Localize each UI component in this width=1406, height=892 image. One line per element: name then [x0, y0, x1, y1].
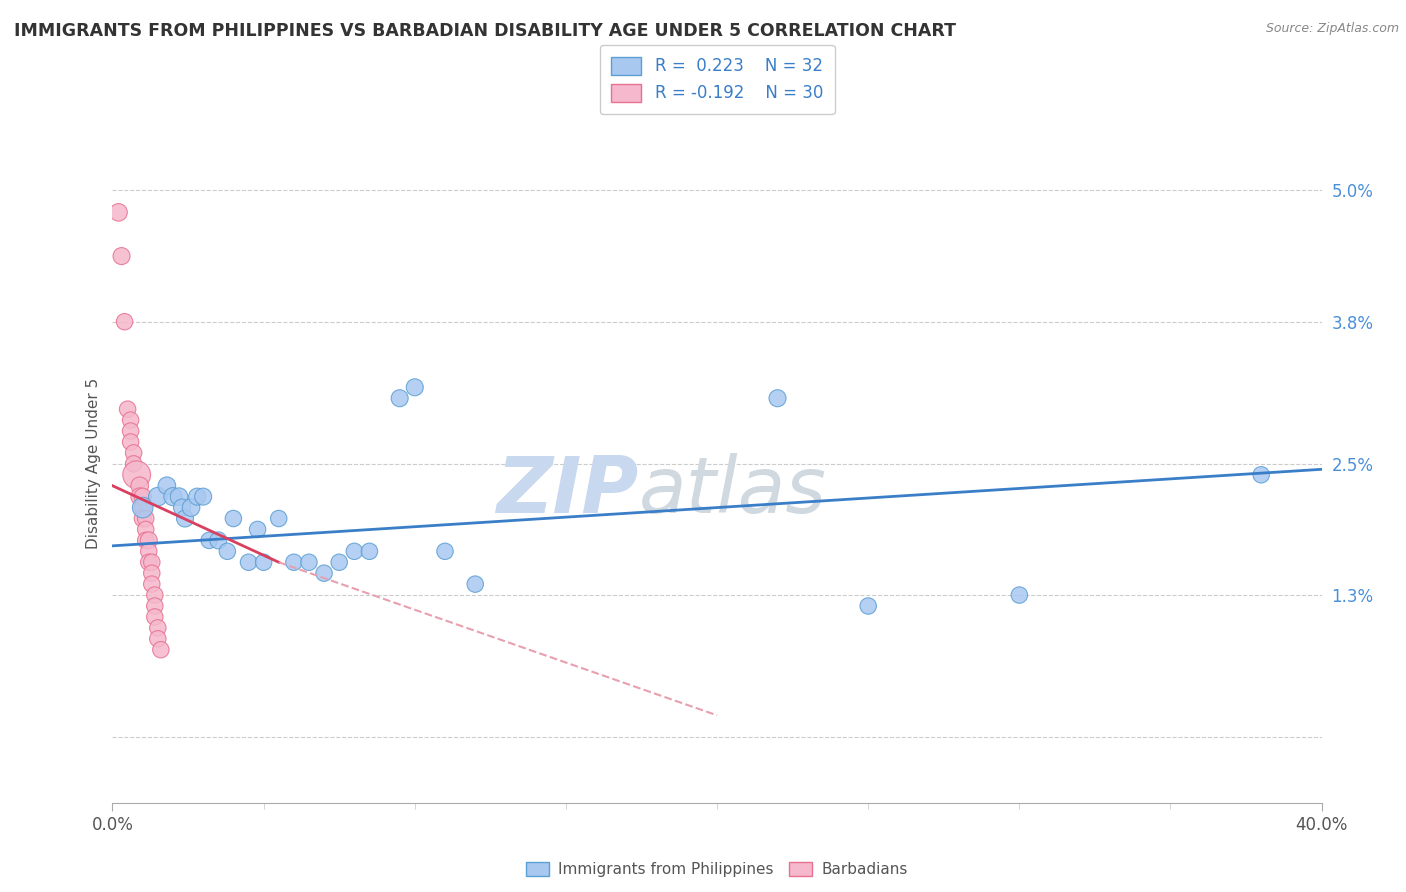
Point — [238, 555, 260, 569]
Point — [138, 544, 160, 558]
Point — [149, 642, 172, 657]
Point — [253, 555, 276, 569]
Point — [122, 457, 145, 471]
Point — [110, 249, 132, 263]
Point — [207, 533, 229, 548]
Point — [246, 523, 269, 537]
Point — [766, 391, 789, 405]
Point — [217, 544, 239, 558]
Point — [135, 523, 157, 537]
Point — [146, 490, 169, 504]
Point — [135, 511, 157, 525]
Text: Source: ZipAtlas.com: Source: ZipAtlas.com — [1265, 22, 1399, 36]
Point — [120, 434, 142, 449]
Point — [162, 490, 184, 504]
Point — [191, 490, 214, 504]
Point — [125, 467, 148, 482]
Point — [180, 500, 202, 515]
Point — [1008, 588, 1031, 602]
Point — [132, 511, 155, 525]
Point — [359, 544, 381, 558]
Point — [267, 511, 290, 525]
Point — [114, 315, 136, 329]
Point — [138, 533, 160, 548]
Point — [117, 402, 139, 417]
Point — [156, 479, 179, 493]
Point — [433, 544, 456, 558]
Point — [128, 479, 150, 493]
Point — [120, 413, 142, 427]
Point — [146, 632, 169, 646]
Point — [120, 424, 142, 438]
Point — [132, 490, 155, 504]
Point — [107, 205, 129, 219]
Point — [146, 621, 169, 635]
Y-axis label: Disability Age Under 5: Disability Age Under 5 — [86, 378, 101, 549]
Point — [170, 500, 193, 515]
Point — [141, 566, 163, 581]
Text: ZIP: ZIP — [496, 453, 638, 529]
Text: IMMIGRANTS FROM PHILIPPINES VS BARBADIAN DISABILITY AGE UNDER 5 CORRELATION CHAR: IMMIGRANTS FROM PHILIPPINES VS BARBADIAN… — [14, 22, 956, 40]
Legend: Immigrants from Philippines, Barbadians: Immigrants from Philippines, Barbadians — [520, 856, 914, 883]
Point — [343, 544, 366, 558]
Point — [1250, 467, 1272, 482]
Point — [141, 577, 163, 591]
Point — [222, 511, 245, 525]
Point — [167, 490, 190, 504]
Point — [132, 500, 155, 515]
Point — [186, 490, 208, 504]
Point — [143, 610, 166, 624]
Point — [298, 555, 321, 569]
Point — [198, 533, 221, 548]
Point — [388, 391, 411, 405]
Point — [138, 555, 160, 569]
Point — [132, 500, 155, 515]
Point — [856, 599, 880, 613]
Point — [314, 566, 336, 581]
Point — [143, 599, 166, 613]
Text: atlas: atlas — [638, 453, 827, 529]
Point — [464, 577, 486, 591]
Point — [283, 555, 305, 569]
Point — [128, 490, 150, 504]
Point — [141, 555, 163, 569]
Point — [143, 588, 166, 602]
Point — [122, 446, 145, 460]
Point — [328, 555, 350, 569]
Point — [135, 533, 157, 548]
Point — [174, 511, 197, 525]
Point — [404, 380, 426, 394]
